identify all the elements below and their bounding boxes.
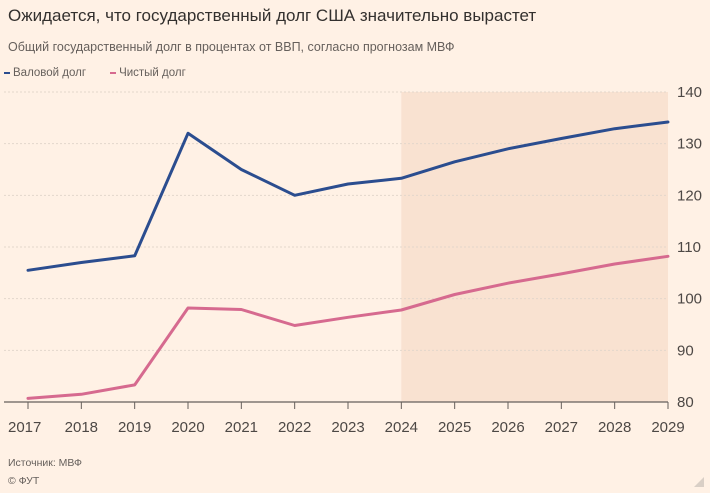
- x-tick-label: 2017: [8, 419, 41, 436]
- legend-swatch-net: [110, 72, 117, 74]
- copyright-note: © ФУТ: [8, 475, 40, 487]
- legend-item-gross: Валовой долг: [4, 67, 86, 79]
- y-tick-label: 130: [677, 136, 702, 153]
- y-tick-label: 140: [677, 84, 702, 101]
- x-tick-label: 2018: [65, 419, 98, 436]
- x-tick-label: 2024: [385, 419, 418, 436]
- x-tick-label: 2026: [491, 419, 524, 436]
- legend-item-net: Чистый долг: [110, 67, 186, 79]
- y-tick-label: 100: [677, 291, 702, 308]
- x-axis-ticks: [27, 402, 669, 409]
- x-tick-label: 2029: [651, 419, 684, 436]
- x-tick-label: 2022: [278, 419, 311, 436]
- x-axis-labels: 2017 2018 2019 2020 2021 2022 2023 2024 2025 2026…: [8, 419, 685, 436]
- legend-label-gross: Валовой долг: [13, 67, 87, 79]
- y-tick-label: 80: [677, 394, 694, 411]
- legend-swatch-gross: [4, 72, 10, 74]
- resize-handle-icon[interactable]: [694, 477, 704, 487]
- source-note: Источник: МВФ: [8, 457, 83, 469]
- x-tick-label: 2028: [598, 419, 631, 436]
- chart-title: Ожидается, что государственный долг США …: [8, 6, 537, 25]
- x-tick-label: 2020: [171, 419, 204, 436]
- legend-label-net: Чистый долг: [119, 67, 186, 79]
- x-tick-label: 2023: [331, 419, 364, 436]
- chart-subtitle: Общий государственный долг в процентах о…: [8, 40, 455, 54]
- legend: Валовой долг Чистый долг: [4, 67, 186, 79]
- y-tick-label: 90: [677, 342, 694, 359]
- x-tick-label: 2027: [545, 419, 578, 436]
- x-tick-label: 2025: [438, 419, 471, 436]
- x-tick-label: 2019: [118, 419, 151, 436]
- x-tick-label: 2021: [225, 419, 258, 436]
- y-axis-labels: 80 90 100 110 120 130 140: [677, 84, 702, 411]
- grid-lines: [4, 91, 668, 403]
- y-tick-label: 110: [677, 239, 701, 256]
- series-line-net: [26, 254, 670, 400]
- y-tick-label: 120: [677, 187, 702, 204]
- series-line-gross: [26, 120, 670, 272]
